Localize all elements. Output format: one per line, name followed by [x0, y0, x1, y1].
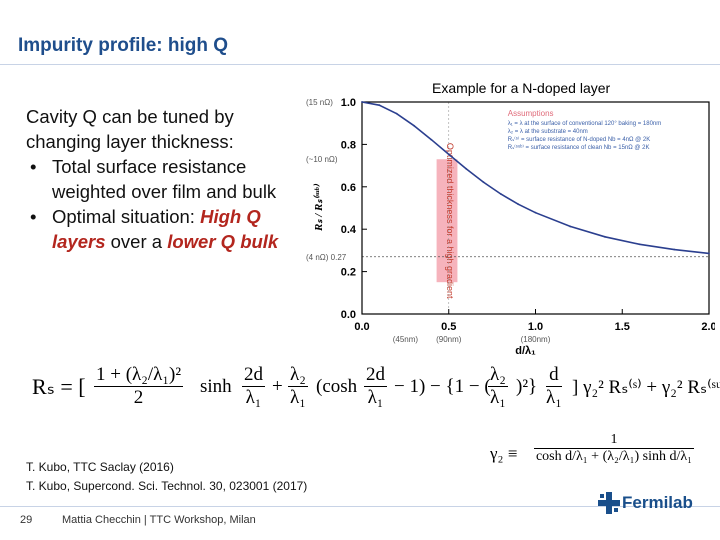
formula-frac-6-den: λ₁: [546, 387, 562, 408]
gamma-num: 1: [534, 432, 694, 449]
left-annotation: (15 nΩ): [306, 98, 333, 107]
bullet-dot: •: [30, 206, 37, 227]
formula-frac-3-num: λ₂: [288, 364, 308, 387]
series-point: [378, 104, 381, 107]
y-tick-label: 0.0: [341, 309, 356, 321]
formula-frac-5: λ₂ λ₁: [488, 364, 508, 409]
y-axis-label: Rₛ / Rₛ⁽ˢᵘᵇ⁾: [313, 184, 325, 232]
bullet-item-2: • Optimal situation: High Q layers over …: [26, 204, 291, 254]
y-tick-label: 0.2: [341, 267, 356, 279]
bottom-annotation: (180nm): [521, 335, 551, 344]
bullet-2-prefix: Optimal situation:: [52, 206, 201, 227]
intro-text: Cavity Q can be tuned by changing layer …: [26, 106, 234, 152]
formula-sinh: sinh: [200, 376, 232, 397]
bottom-annotation: (45nm): [393, 335, 419, 344]
series-point: [482, 181, 485, 184]
footer-divider: [0, 506, 720, 507]
series-line: [361, 101, 710, 255]
formula-cosh: (cosh: [316, 376, 358, 397]
formula-frac-1-den: 2: [133, 387, 144, 408]
series-point: [673, 248, 676, 251]
surface-resistance-chart: Optimized thickness for a high gradient 0…: [306, 97, 715, 357]
series-point: [708, 252, 710, 255]
x-tick-label: 1.0: [528, 321, 543, 333]
left-annotation: (4 nΩ) 0.27: [306, 253, 347, 262]
formula-frac-3-den: λ₁: [290, 387, 306, 408]
series-point: [499, 193, 502, 195]
reference-2: T. Kubo, Supercond. Sci. Technol. 30, 02…: [26, 479, 308, 493]
series-point: [447, 153, 450, 156]
fermilab-logo-text: Fermilab: [622, 493, 693, 512]
formula-frac-5-den: λ₁: [490, 387, 506, 408]
fermilab-logo-icon: [598, 492, 620, 514]
title-divider: [0, 64, 720, 65]
optimized-thickness-band: [436, 159, 458, 283]
series-point: [604, 235, 606, 238]
gamma-fraction: 1 cosh d/λ₁ + (λ₂/λ₁) sinh d/λ₁: [534, 432, 694, 465]
formula-frac-6-num: d: [546, 364, 562, 387]
formula-close-square: )²}: [516, 376, 538, 397]
legend-line: λ₂ = λ at the substrate = 40nm: [508, 129, 588, 135]
series-point: [395, 112, 398, 115]
series-point: [517, 203, 520, 206]
formula-frac-4-den: λ₁: [367, 387, 384, 408]
x-tick-label: 0.0: [354, 321, 369, 333]
y-tick-label: 1.0: [341, 97, 356, 109]
example-label: Example for a N-doped layer: [432, 80, 611, 96]
formula-frac-1-num: 1 + (λ₂/λ₁)²: [94, 364, 184, 387]
bullet-1-text: Total surface resistance weighted over f…: [52, 156, 277, 202]
legend-title: Assumptions: [508, 109, 554, 118]
slide-title: Impurity profile: high Q: [18, 35, 229, 56]
formula-tail: ] γ₂² Rₛ⁽ˢ⁾ + γ₂² Rₛ⁽ˢᵘᵇ⁾: [572, 377, 720, 398]
formula-frac-2-den: λ₁: [245, 387, 262, 408]
series-point: [430, 138, 433, 141]
formula-frac-2-num: 2d: [242, 364, 265, 387]
y-tick-label: 0.6: [341, 182, 356, 194]
reference-1: T. Kubo, TTC Saclay (2016): [26, 460, 174, 474]
series-point: [638, 243, 641, 246]
y-tick-label: 0.8: [341, 139, 356, 151]
bullet-2-low: lower Q bulk: [167, 231, 279, 252]
bullet-2-mid: over a: [105, 231, 168, 252]
band-label: Optimized thickness for a high gradient: [445, 143, 455, 299]
formula-frac-4: 2d λ₁: [364, 364, 387, 409]
left-annotation: (~10 nΩ): [306, 155, 338, 164]
y-tick-label: 0.4: [341, 224, 357, 236]
x-tick-label: 0.5: [441, 321, 456, 333]
legend-line: λ₁ = λ at the surface of conventional 12…: [508, 121, 662, 127]
formula-frac-6: d λ₁: [546, 364, 562, 409]
gamma-formula: γ₂ ≡ 1 cosh d/λ₁ + (λ₂/λ₁) sinh d/λ₁: [490, 432, 700, 482]
legend-line: Rₛ⁽ˢ⁾ = surface resistance of N-doped Nb…: [508, 136, 651, 143]
references: T. Kubo, TTC Saclay (2016) T. Kubo, Supe…: [26, 458, 307, 496]
bullet-2-high: High Q layers: [52, 206, 261, 252]
series-point: [569, 225, 572, 228]
formula-frac-3: λ₂ λ₁: [288, 364, 308, 409]
formula-frac-4-num: 2d: [364, 364, 387, 387]
series-point: [465, 167, 467, 170]
footer-text: Mattia Checchin | TTC Workshop, Milan: [62, 514, 256, 526]
legend-line: Rₛ⁽ˢᵘᵇ⁾ = surface resistance of clean Nb…: [508, 144, 650, 151]
formula-plus: +: [272, 376, 283, 397]
x-tick-label: 1.5: [615, 321, 630, 333]
x-tick-label: 2.0: [701, 321, 715, 333]
bullet-item-1: • Total surface resistance weighted over…: [26, 154, 291, 204]
gamma-den: cosh d/λ₁ + (λ₂/λ₁) sinh d/λ₁: [535, 449, 693, 464]
page-number: 29: [20, 514, 33, 526]
series-point: [413, 124, 415, 127]
formula-rs-main: Rₛ = [: [32, 374, 86, 399]
formula-frac-2: 2d λ₁: [242, 364, 265, 409]
series-point: [534, 211, 537, 214]
bullet-text-block: Cavity Q can be tuned by changing layer …: [26, 104, 291, 254]
bullet-dot: •: [30, 156, 37, 177]
rs-formula: Rₛ = [ 1 + (λ₂/λ₁)² 2 sinh 2d λ₁ + λ₂ λ₁…: [32, 360, 720, 420]
fermilab-logo: Fermilab: [598, 490, 708, 514]
x-axis-label: d/λ₁: [515, 345, 536, 357]
formula-frac-1: 1 + (λ₂/λ₁)² 2: [94, 364, 184, 409]
gamma-lhs: γ₂ ≡: [490, 444, 518, 463]
series-point: [361, 101, 363, 103]
formula-minus-one: − 1) − {1 − (: [394, 376, 491, 397]
bottom-annotation: (90nm): [436, 335, 462, 344]
bullet-list: • Total surface resistance weighted over…: [26, 154, 291, 254]
formula-frac-5-num: λ₂: [488, 364, 508, 387]
